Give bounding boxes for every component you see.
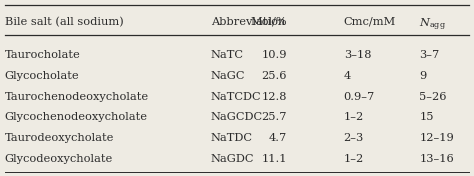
Text: 10.9: 10.9 [261, 50, 287, 60]
Text: $N_{\mathregular{agg}}$: $N_{\mathregular{agg}}$ [419, 17, 447, 33]
Text: Cmc/mM: Cmc/mM [344, 17, 396, 27]
Text: NaTCDC: NaTCDC [211, 92, 262, 102]
Text: 2–3: 2–3 [344, 133, 364, 143]
Text: NaTDC: NaTDC [211, 133, 253, 143]
Text: Bile salt (all sodium): Bile salt (all sodium) [5, 17, 124, 27]
Text: 15: 15 [419, 112, 434, 122]
Text: Taurocholate: Taurocholate [5, 50, 81, 60]
Text: 12.8: 12.8 [261, 92, 287, 102]
Text: 1–2: 1–2 [344, 154, 364, 164]
Text: 3–18: 3–18 [344, 50, 371, 60]
Text: 5–26: 5–26 [419, 92, 447, 102]
Text: Taurochenodeoxycholate: Taurochenodeoxycholate [5, 92, 149, 102]
Text: Mol/%: Mol/% [250, 17, 287, 27]
Text: 12–19: 12–19 [419, 133, 454, 143]
Text: Glycocholate: Glycocholate [5, 71, 79, 81]
Text: NaGC: NaGC [211, 71, 246, 81]
Text: 11.1: 11.1 [261, 154, 287, 164]
Text: 3–7: 3–7 [419, 50, 440, 60]
Text: NaGDC: NaGDC [211, 154, 255, 164]
Text: 4.7: 4.7 [268, 133, 287, 143]
Text: 13–16: 13–16 [419, 154, 454, 164]
Text: 9: 9 [419, 71, 427, 81]
Text: NaGCDC: NaGCDC [211, 112, 263, 122]
Text: NaTC: NaTC [211, 50, 244, 60]
Text: Glycodeoxycholate: Glycodeoxycholate [5, 154, 113, 164]
Text: 0.9–7: 0.9–7 [344, 92, 375, 102]
Text: Abbreviation: Abbreviation [211, 17, 285, 27]
Text: 1–2: 1–2 [344, 112, 364, 122]
Text: Taurodeoxycholate: Taurodeoxycholate [5, 133, 114, 143]
Text: 25.7: 25.7 [261, 112, 287, 122]
Text: 25.6: 25.6 [261, 71, 287, 81]
Text: Glycochenodeoxycholate: Glycochenodeoxycholate [5, 112, 148, 122]
Text: 4: 4 [344, 71, 351, 81]
